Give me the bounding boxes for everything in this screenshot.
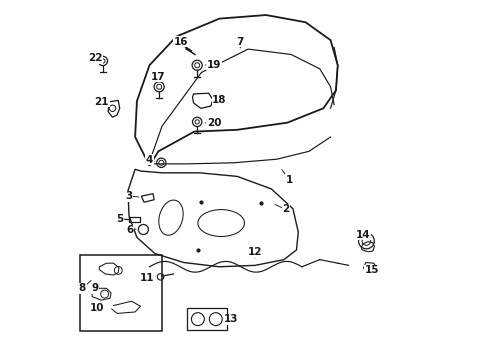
- Text: 12: 12: [247, 247, 262, 257]
- Text: 3: 3: [125, 191, 132, 201]
- Text: 18: 18: [212, 95, 226, 105]
- Text: 22: 22: [88, 53, 102, 63]
- Text: 14: 14: [356, 230, 370, 239]
- Text: 13: 13: [223, 314, 238, 324]
- Text: 9: 9: [91, 283, 98, 293]
- Text: 16: 16: [173, 37, 187, 47]
- Text: 19: 19: [206, 59, 221, 69]
- Text: 20: 20: [206, 118, 221, 128]
- Text: 6: 6: [126, 225, 133, 235]
- Text: 15: 15: [364, 265, 378, 275]
- Text: 11: 11: [140, 273, 154, 283]
- Text: 8: 8: [79, 283, 86, 293]
- Text: 2: 2: [282, 204, 289, 215]
- Text: 7: 7: [236, 37, 244, 47]
- Text: 5: 5: [116, 214, 123, 224]
- Text: 1: 1: [285, 175, 292, 185]
- Text: 4: 4: [145, 155, 153, 165]
- Text: 21: 21: [94, 97, 109, 107]
- Text: 17: 17: [150, 72, 164, 82]
- Text: 10: 10: [89, 303, 104, 314]
